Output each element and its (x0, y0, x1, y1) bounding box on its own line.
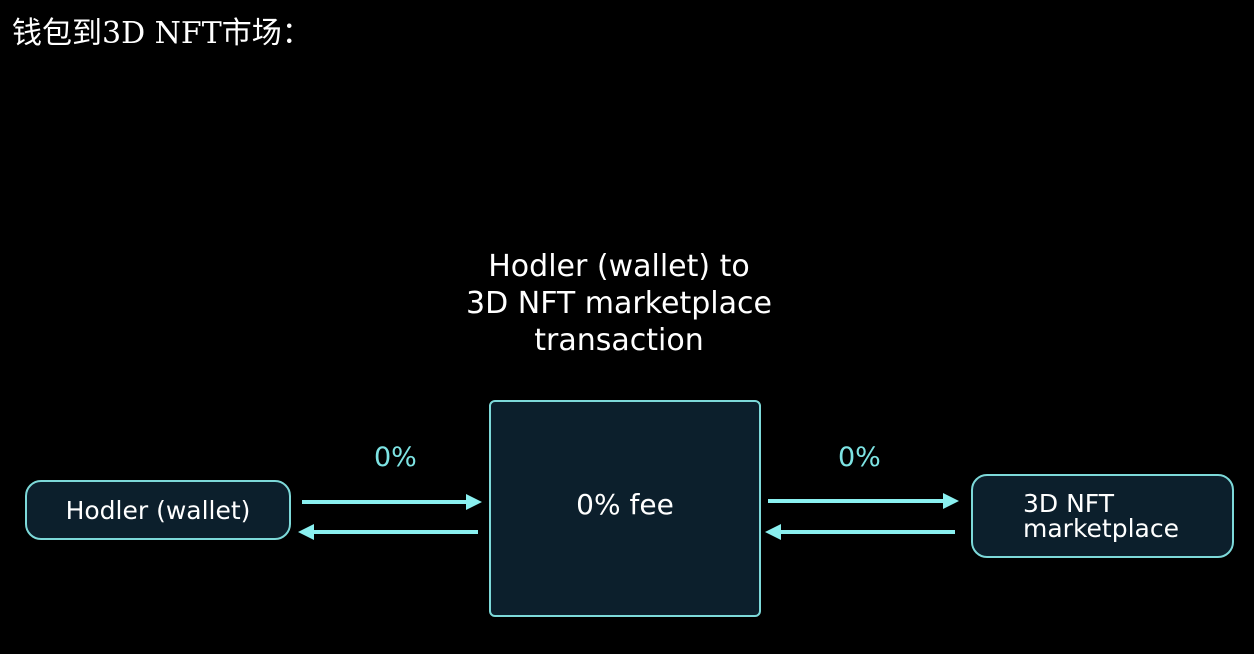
fee-node: 0% fee (489, 400, 761, 617)
arrow-fee-to-wallet (298, 524, 478, 540)
diagram-title-line-2: 3D NFT marketplace (466, 286, 772, 321)
fee-label: 0% fee (576, 488, 674, 521)
arrow-fee-to-marketplace (768, 493, 959, 509)
diagram-title-line-1: Hodler (wallet) to (488, 249, 750, 284)
page-heading: 钱包到3D NFT市场： (12, 16, 312, 51)
hodler-wallet-node: Hodler (wallet) (25, 480, 291, 540)
arrow-marketplace-to-fee (765, 524, 955, 540)
marketplace-label-line-1: 3D NFT (1023, 489, 1115, 518)
diagram-title-line-3: transaction (534, 323, 704, 358)
hodler-wallet-label: Hodler (wallet) (65, 495, 251, 525)
right-flow-percent: 0% (838, 442, 881, 473)
nft-marketplace-node: 3D NFT marketplace (971, 474, 1234, 558)
arrow-wallet-to-fee (302, 494, 482, 510)
left-flow-percent: 0% (374, 442, 417, 473)
marketplace-label-line-2: marketplace (1023, 514, 1179, 543)
diagram-title: Hodler (wallet) to 3D NFT marketplace tr… (419, 248, 819, 359)
